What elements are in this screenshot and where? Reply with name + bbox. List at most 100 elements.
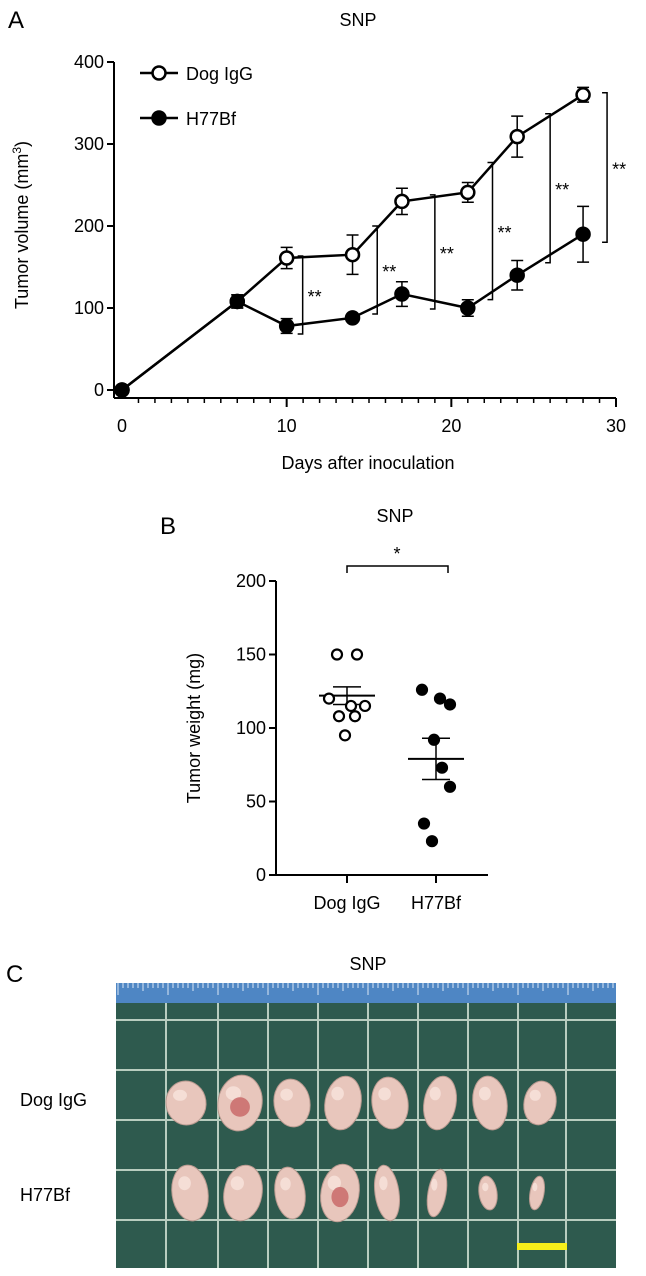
panel-a-sig-bracket (602, 92, 608, 243)
tumor-highlight (327, 1175, 341, 1191)
panel-a-legend: Dog IgG H77Bf (140, 64, 253, 129)
data-point-h77bf (114, 382, 130, 398)
series-line-dog-igg (121, 93, 584, 391)
data-point-h77bf (344, 310, 361, 326)
tumor-highlight (225, 1086, 242, 1101)
tumor-highlight (378, 1087, 391, 1101)
tumor-photograph (116, 983, 616, 1268)
panel-a-y-tick-label: 400 (74, 52, 104, 72)
panel-a-sig-bracket (487, 161, 494, 301)
panel-a-x-tick-label: 30 (606, 416, 626, 436)
row-label-h77bf: H77Bf (20, 1185, 71, 1205)
panel-a-series (114, 86, 591, 398)
panel-c-title: SNP (349, 954, 386, 974)
data-point-dog-igg (332, 710, 346, 723)
tumor-highlight (482, 1182, 489, 1192)
panel-a-title: SNP (339, 10, 376, 30)
panel-b-sig-bracket (346, 565, 449, 573)
panel-b-y-tick-label: 50 (246, 792, 266, 812)
panel-a-sig-label: ** (555, 180, 569, 200)
legend-item-h77bf: H77Bf (140, 109, 237, 129)
tumor-hemorrhage (331, 1186, 349, 1208)
panel-a-sig-label: ** (308, 287, 322, 307)
panel-a-y-axis-label: Tumor volume (mm3) (10, 141, 32, 309)
data-point-dog-igg (509, 128, 525, 145)
legend-item-dog-igg: Dog IgG (140, 64, 253, 84)
tumor-highlight (178, 1176, 191, 1191)
ruler (116, 983, 616, 1003)
panel-a-y-tick-label: 200 (74, 216, 104, 236)
data-point-dog-igg (350, 648, 364, 661)
data-point-dog-igg (348, 710, 362, 723)
data-point-dog-igg (358, 699, 372, 713)
panel-b-y-tick-label: 0 (256, 865, 266, 885)
panel-b: B SNP Tumor weight (mg) 0 50 100 150 200 Dog … (160, 506, 488, 913)
data-point-dog-igg (338, 729, 352, 742)
panel-b-x-tick-label: H77Bf (411, 893, 462, 913)
tumor-highlight (331, 1086, 344, 1101)
panel-a-sig-bracket (297, 255, 304, 335)
panel-b-y-tick-label: 100 (236, 718, 266, 738)
scale-bar (517, 1243, 567, 1250)
data-point-dog-igg (322, 692, 336, 705)
panel-a-y-tick-label: 100 (74, 298, 104, 318)
panel-b-sig-label: * (393, 544, 400, 564)
panel-b-letter: B (160, 513, 176, 540)
data-point-h77bf (460, 300, 476, 316)
tumor-highlight (431, 1178, 438, 1191)
series-line-h77bf (121, 233, 584, 391)
panel-a-x-axis-label: Days after inoculation (281, 453, 454, 473)
panel-a-sig-bracket (429, 194, 436, 310)
panel-a: A SNP Days after inoculation Tumor volum… (8, 7, 626, 473)
panel-b-y-axis-label: Tumor weight (mg) (184, 653, 204, 803)
cutting-mat (116, 983, 616, 1268)
panel-b-axes: 0 50 100 150 200 Dog IgG H77Bf (236, 571, 488, 913)
panel-b-title: SNP (376, 506, 413, 526)
data-point-h77bf (415, 683, 429, 696)
data-point-dog-igg (344, 246, 361, 263)
data-point-dog-igg (575, 87, 591, 103)
tumor-hemorrhage (230, 1097, 250, 1117)
data-point-h77bf (417, 817, 431, 830)
panel-a-y-tick-label: 300 (74, 134, 104, 154)
legend-label-dog-igg: Dog IgG (186, 64, 253, 84)
panel-a-letter: A (8, 7, 24, 34)
data-point-h77bf (443, 780, 457, 793)
tumor-highlight (280, 1177, 291, 1191)
panel-b-y-tick-label: 150 (236, 645, 266, 665)
panel-a-sig-label: ** (382, 262, 396, 282)
panel-a-sig-bracket (545, 112, 551, 264)
panel-c-letter: C (6, 961, 23, 988)
legend-label-h77bf: H77Bf (186, 109, 237, 129)
tumor-highlight (230, 1176, 244, 1191)
tumor-highlight (532, 1182, 538, 1192)
data-point-h77bf (278, 318, 295, 334)
tumor-highlight (280, 1088, 293, 1101)
panel-b-y-tick-label: 200 (236, 571, 266, 591)
panel-a-sig-label: ** (612, 160, 626, 180)
data-point-dog-igg (330, 648, 344, 661)
panel-a-axes: 0 100 200 300 400 0 10 20 30 (74, 52, 626, 436)
panel-b-x-tick-label: Dog IgG (313, 893, 380, 913)
legend-open-circle-icon (151, 65, 167, 81)
panel-a-sig-label: ** (440, 244, 454, 264)
data-point-dog-igg (278, 250, 295, 266)
data-point-h77bf (443, 698, 457, 711)
data-point-h77bf (435, 761, 449, 774)
panel-a-significance: ** ** ** ** ** ** (297, 92, 626, 335)
data-point-dog-igg (344, 699, 358, 713)
tumor-highlight (429, 1086, 441, 1101)
data-point-h77bf (425, 835, 439, 848)
tumor-highlight (478, 1086, 491, 1101)
data-point-h77bf (427, 733, 441, 746)
row-label-dog-igg: Dog IgG (20, 1090, 87, 1110)
panel-b-significance: * (346, 544, 449, 573)
panel-a-x-tick-label: 0 (117, 416, 127, 436)
data-point-h77bf (433, 692, 447, 705)
panel-c: C SNP Dog IgG H77Bf (6, 954, 616, 1268)
panel-b-points (319, 648, 464, 848)
panel-a-y-tick-label: 0 (94, 380, 104, 400)
panel-a-sig-label: ** (498, 223, 512, 243)
panel-a-x-tick-label: 20 (441, 416, 461, 436)
